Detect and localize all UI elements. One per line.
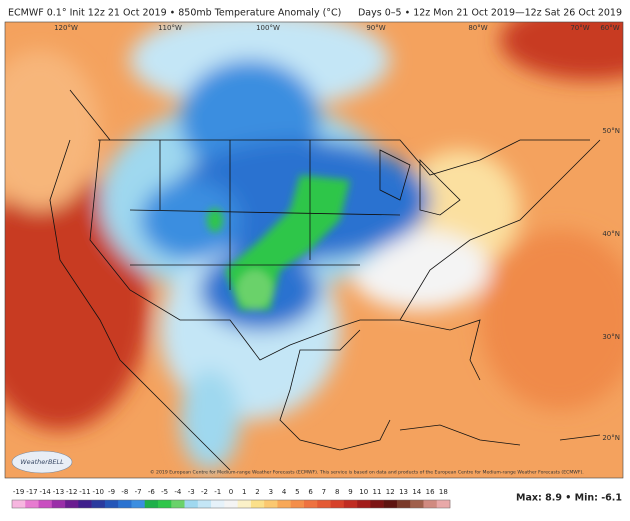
colorbar-cell [144, 500, 159, 508]
colorbar-cell [104, 500, 119, 508]
colorbar-label: -14 [39, 488, 51, 496]
colorbar-label: 9 [348, 488, 352, 496]
colorbar-label: -9 [108, 488, 115, 496]
longitude-label: 110°W [158, 24, 182, 32]
colorbar-label: -6 [148, 488, 156, 496]
colorbar-cell [171, 500, 185, 508]
colorbar-cell [237, 500, 252, 508]
colorbar-cell [131, 500, 146, 508]
colorbar-cell [317, 500, 331, 508]
colorbar-label: 11 [373, 488, 382, 496]
colorbar-cell [383, 500, 398, 508]
colorbar-label: -3 [188, 488, 195, 496]
colorbar-cell [410, 500, 424, 508]
colorbar-cell [118, 500, 132, 508]
colorbar-cell [38, 500, 53, 508]
copyright: © 2019 European Centre for Medium-range … [150, 469, 584, 476]
logo: WeatherBELL [20, 458, 64, 466]
colorbar-label: -5 [161, 488, 168, 496]
colorbar-cell [211, 500, 225, 508]
colorbar-label: 8 [335, 488, 339, 496]
colorbar-cell [264, 500, 278, 508]
colorbar-cell [250, 500, 265, 508]
colorbar-label: 13 [399, 488, 408, 496]
colorbar-cell [423, 500, 438, 508]
colorbar-label: 4 [282, 488, 287, 496]
longitude-label: 80°W [468, 24, 487, 32]
header-left: ECMWF 0.1° Init 12z 21 Oct 2019 • 850mb … [8, 8, 341, 19]
colorbar-label: 18 [439, 488, 448, 496]
colorbar-label: -8 [121, 488, 128, 496]
colorbar-cell [184, 500, 199, 508]
header-right: Days 0–5 • 12z Mon 21 Oct 2019—12z Sat 2… [358, 8, 622, 19]
colorbar-cell [396, 500, 411, 508]
colorbar-cell [51, 500, 66, 508]
colorbar-label: -7 [135, 488, 142, 496]
colorbar-cell [65, 500, 79, 508]
latitude-labels: 50°N 40°N 30°N 20°N [602, 127, 620, 442]
colorbar-cell [224, 500, 238, 508]
longitude-label: 120°W [54, 24, 78, 32]
colorbar-label: -2 [201, 488, 208, 496]
boundaries [49, 89, 601, 471]
colorbar-label: 16 [426, 488, 435, 496]
colorbar-cell [25, 500, 39, 508]
colorbar-label: 7 [322, 488, 326, 496]
latitude-label: 50°N [602, 127, 620, 135]
colorbar-cell [91, 500, 106, 508]
colorbar-label: -12 [66, 488, 77, 496]
colorbar-cell [436, 500, 451, 508]
longitude-label: 100°W [256, 24, 280, 32]
colorbar: -19 -17 -14 -13 -12 -11 -10 -9 -8 -7 -6 -5 -4 -3 -2 -1 0… [11, 488, 451, 509]
longitude-label: 60°W [600, 24, 619, 32]
colorbar-label: 5 [295, 488, 299, 496]
colorbar-cell [343, 500, 358, 508]
stats: Max: 8.9 • Min: -6.1 [516, 493, 622, 504]
colorbar-label: -4 [174, 488, 182, 496]
colorbar-cell [12, 500, 26, 508]
longitude-label: 70°W [570, 24, 589, 32]
colorbar-label: -13 [53, 488, 64, 496]
colorbar-label: -19 [13, 488, 24, 496]
longitude-label: 90°W [366, 24, 385, 32]
colorbar-label: -17 [26, 488, 37, 496]
longitude-labels: 120°W 110°W 100°W 90°W 80°W 70°W 60°W [54, 24, 620, 32]
colorbar-label: 0 [229, 488, 233, 496]
colorbar-cell [304, 500, 318, 508]
colorbar-label: 10 [359, 488, 368, 496]
colorbar-label: 6 [308, 488, 313, 496]
map-frame [4, 21, 624, 479]
colorbar-cell [197, 500, 212, 508]
colorbar-cell [277, 500, 292, 508]
colorbar-cell [158, 500, 172, 508]
colorbar-label: 1 [242, 488, 246, 496]
colorbar-label: -11 [79, 488, 90, 496]
latitude-label: 30°N [602, 333, 620, 341]
logo-badge [11, 450, 73, 474]
colorbar-cell [290, 500, 305, 508]
latitude-label: 40°N [602, 230, 620, 238]
colorbar-label: 2 [255, 488, 259, 496]
latitude-label: 20°N [602, 434, 620, 442]
colorbar-frame [11, 499, 451, 509]
colorbar-label: 14 [412, 488, 421, 496]
map: 120°W 110°W 100°W 90°W 80°W 70°W 60°W 50°N 40°N… [5, 22, 623, 478]
colorbar-label: 12 [386, 488, 395, 496]
colorbar-cell [330, 500, 345, 508]
colorbar-label: 3 [269, 488, 273, 496]
colorbar-label: -10 [93, 488, 104, 496]
colorbar-label: -1 [214, 488, 221, 496]
colorbar-cell [78, 500, 92, 508]
colorbar-cell [370, 500, 384, 508]
colorbar-cell [357, 500, 371, 508]
